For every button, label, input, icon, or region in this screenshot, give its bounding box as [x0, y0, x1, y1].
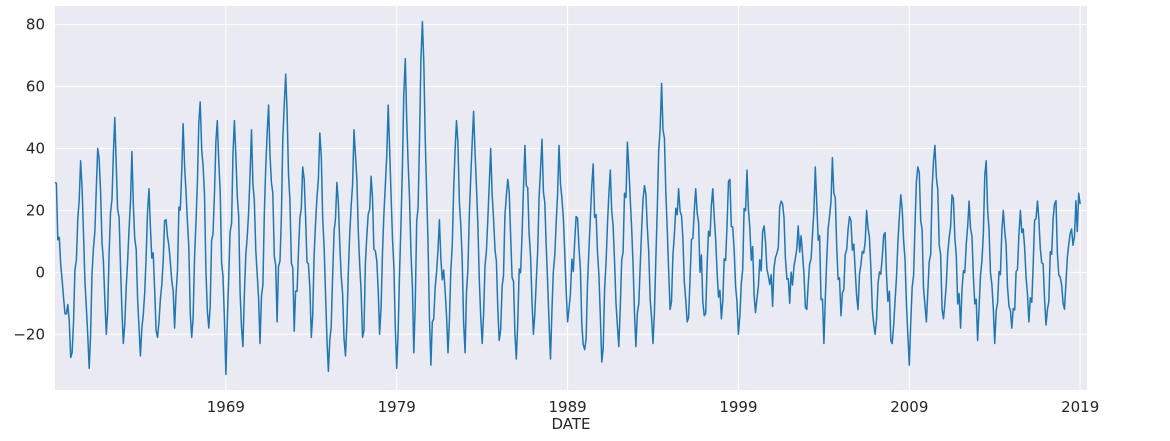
y-tick-label: 20 — [26, 201, 45, 219]
x-tick-label: 2009 — [890, 398, 928, 416]
x-tick-label: 1979 — [378, 398, 416, 416]
x-tick-label: 2019 — [1061, 398, 1099, 416]
y-tick-label: −20 — [13, 325, 45, 343]
y-tick-label: 60 — [26, 78, 45, 96]
series-layer — [54, 20, 1081, 376]
x-gridlines — [225, 6, 1081, 390]
x-tick-label: 1999 — [719, 398, 757, 416]
series-line — [54, 20, 1081, 376]
x-axis-label: DATE — [551, 415, 590, 433]
y-tick-labels: 80 60 40 20 0 −20 — [13, 16, 45, 344]
x-tick-labels: 1969 1979 1989 1999 2009 2019 — [207, 398, 1099, 416]
x-tick-label: 1969 — [207, 398, 245, 416]
y-tick-label: 80 — [26, 16, 45, 34]
x-tick-label: 1989 — [548, 398, 586, 416]
y-tick-label: 40 — [26, 139, 45, 157]
y-tick-label: 0 — [35, 263, 45, 281]
